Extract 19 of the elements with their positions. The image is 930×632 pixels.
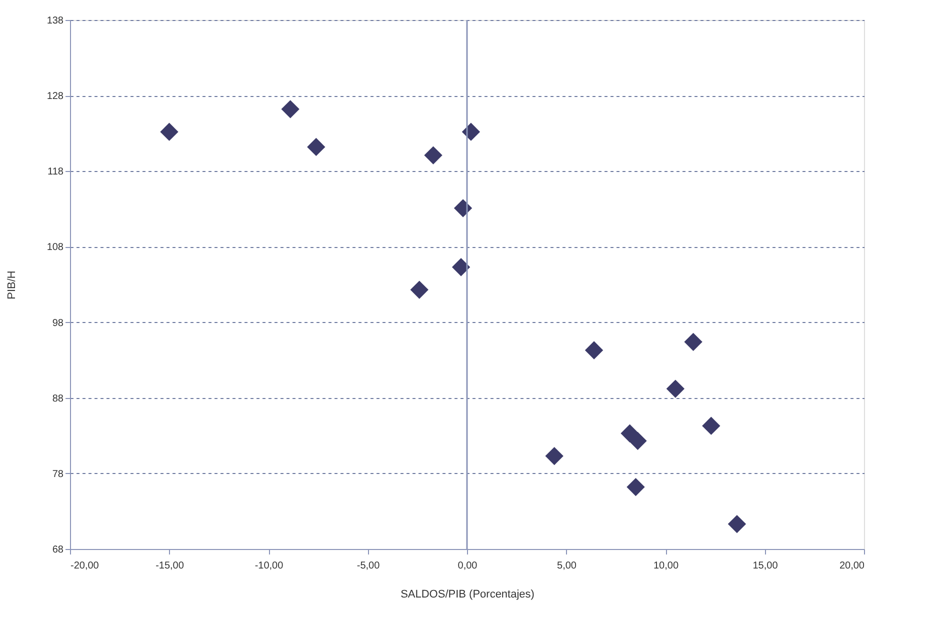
y-tick-label: 68 [52, 544, 64, 556]
y-axis-title: PIB/H [6, 270, 18, 300]
y-tick-label: 78 [52, 468, 64, 480]
y-tick-label: 88 [52, 393, 64, 404]
x-tick-label: -20,00 [70, 560, 100, 572]
x-tick-label: 0,00 [458, 560, 478, 572]
x-tick-label: 15,00 [752, 560, 778, 572]
x-tick-label: -10,00 [254, 560, 284, 572]
y-tick-label: 128 [46, 91, 64, 102]
x-tick-label: -5,00 [356, 560, 380, 572]
x-tick-label: -15,00 [156, 560, 184, 572]
y-tick-label: 118 [48, 166, 64, 178]
x-tick-label: 20,00 [839, 560, 865, 572]
y-tick-label: 98 [52, 318, 64, 329]
y-tick-label: 108 [46, 242, 64, 254]
x-tick-label: 10,00 [653, 560, 679, 572]
x-axis-title: SALDOS/PIB (Porcentajes) [400, 588, 534, 600]
y-tick-label: 138 [46, 16, 64, 26]
x-tick-label: 5,00 [557, 560, 577, 572]
